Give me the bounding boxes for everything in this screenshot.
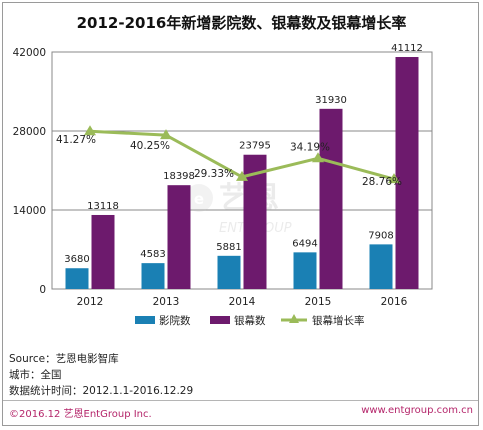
bar xyxy=(293,252,317,289)
x-tick-label: 2013 xyxy=(153,296,180,308)
footer-url: www.entgroup.com.cn xyxy=(361,405,473,416)
bar xyxy=(395,57,419,289)
growth-marker xyxy=(236,170,248,181)
chart: e 艺恩 ENTGROUP 0 14000 28000 42000 2012 2013 20… xyxy=(13,43,433,327)
data-label: 31930 xyxy=(315,95,347,106)
footer-copyright: ©2016.12 艺恩EntGroup Inc. xyxy=(9,409,152,420)
data-label: 3680 xyxy=(64,254,89,265)
data-label: 4583 xyxy=(140,249,165,260)
data-label: 23795 xyxy=(239,141,271,152)
growth-label: 28.76% xyxy=(362,176,402,188)
data-label: 13118 xyxy=(87,201,119,212)
svg-text:e: e xyxy=(194,190,204,208)
growth-marker xyxy=(160,129,172,140)
growth-marker xyxy=(388,173,400,184)
bar xyxy=(217,255,241,289)
period-line: 数据统计时间：2012.1.1-2016.12.29 xyxy=(9,385,194,397)
x-tick-label: 2014 xyxy=(229,296,256,308)
bar xyxy=(65,268,89,289)
bar xyxy=(141,263,165,289)
plot-area xyxy=(51,51,433,290)
chart-title: 2012-2016年新增影院数、银幕数及银幕增长率 xyxy=(76,14,407,32)
growth-marker xyxy=(84,125,96,136)
footer-divider xyxy=(3,400,478,401)
bar xyxy=(243,154,267,289)
growth-label: 29.33% xyxy=(194,168,234,180)
data-label: 6494 xyxy=(292,238,317,249)
y-tick-label: 28000 xyxy=(13,126,46,138)
x-tick-label: 2012 xyxy=(77,296,104,308)
bar xyxy=(319,108,343,289)
growth-label: 40.25% xyxy=(130,140,170,152)
growth-marker xyxy=(312,152,324,163)
y-tick-label: 0 xyxy=(39,284,46,296)
growth-label: 41.27% xyxy=(56,134,96,146)
data-label: 18398 xyxy=(163,171,195,182)
y-tick-label: 42000 xyxy=(13,47,46,59)
legend-marker xyxy=(289,314,299,323)
city-line: 城市：全国 xyxy=(9,369,62,381)
data-label: 41112 xyxy=(391,43,423,54)
watermark-logo: e 艺恩 ENTGROUP xyxy=(185,181,292,236)
x-tick-label: 2016 xyxy=(381,296,408,308)
legend-label: 银幕增长率 xyxy=(312,314,365,327)
legend-label: 银幕数 xyxy=(234,314,266,327)
data-label: 7908 xyxy=(368,230,393,241)
source-line: Source：艺恩电影智库 xyxy=(9,353,119,365)
legend-swatch xyxy=(135,316,155,324)
bar xyxy=(167,185,191,289)
legend-label: 影院数 xyxy=(159,314,191,327)
data-label: 5881 xyxy=(216,242,241,253)
x-tick-label: 2015 xyxy=(305,296,332,308)
bar xyxy=(369,244,393,289)
legend-swatch xyxy=(210,316,230,324)
bar xyxy=(91,214,115,289)
y-tick-label: 14000 xyxy=(13,205,46,217)
growth-label: 34.19% xyxy=(290,141,330,153)
